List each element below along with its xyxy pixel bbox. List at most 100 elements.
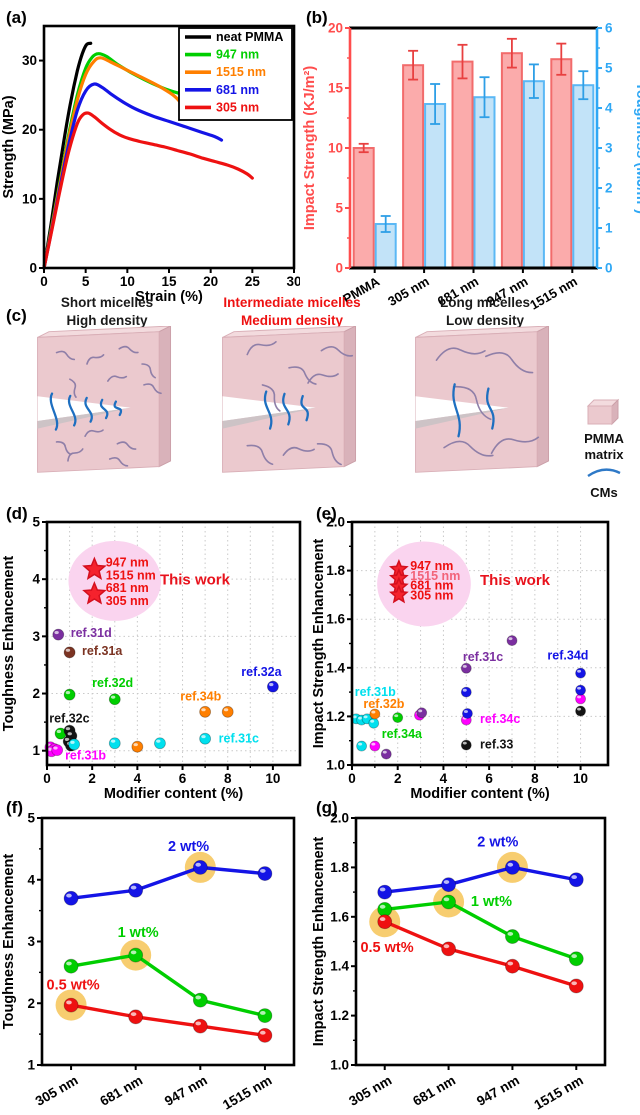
panel-d: (d) 947 nm 1515 nm 681 nm 305 nm This work re… (0, 482, 310, 816)
svg-text:1.0: 1.0 (330, 1058, 349, 1073)
ref-label: ref.34a (382, 727, 423, 741)
svg-text:2: 2 (32, 686, 40, 701)
legend-box (178, 27, 293, 121)
caption-line: Intermediate micelles (223, 295, 361, 310)
stress-strain-chart: neat PMMA 947 nm 1515 nm 681 nm 305 nm 0 5 10 15… (0, 0, 302, 317)
cm-bridge (67, 394, 77, 427)
micelle-line (320, 346, 354, 357)
svg-text:10: 10 (265, 771, 280, 786)
micelle-line (86, 354, 105, 365)
svg-text:8: 8 (531, 771, 539, 786)
svg-text:3: 3 (32, 629, 40, 644)
cm-bridge (452, 383, 461, 438)
pmma-matrix-icon (586, 398, 620, 426)
micelle-line (307, 373, 339, 384)
svg-text:0: 0 (40, 274, 48, 289)
impact-bar (451, 60, 474, 269)
ref-label: ref.32a (241, 665, 282, 679)
svg-text:1.4: 1.4 (326, 660, 345, 675)
micelle-caption-long: Long micelles Low density (385, 294, 585, 329)
svg-text:305 nm: 305 nm (216, 100, 259, 114)
this-work-star (388, 584, 409, 604)
svg-text:1515 nm: 1515 nm (106, 569, 156, 583)
svg-text:305 nm: 305 nm (410, 588, 453, 602)
svg-text:1515 nm: 1515 nm (531, 1073, 585, 1113)
svg-text:6: 6 (485, 771, 493, 786)
series-line-2-wt% (383, 865, 578, 894)
svg-text:4: 4 (440, 771, 448, 786)
svg-text:1.2: 1.2 (326, 709, 345, 724)
panel-a: (a) neat PMMA 947 nm 1515 nm 681 nm 305 nm 0 5… (0, 0, 302, 312)
this-work-ellipse (377, 541, 471, 627)
cm-bridge (49, 392, 59, 431)
svg-text:5: 5 (605, 61, 613, 76)
this-work-star (82, 556, 107, 580)
svg-text:6: 6 (605, 21, 613, 36)
panel-b-label: (b) (306, 8, 328, 27)
micelle-block-svg (37, 325, 172, 473)
panel-a-label: (a) (6, 8, 27, 27)
svg-text:1.6: 1.6 (326, 612, 345, 627)
chart-f-svg: 2 wt% 1 wt% 0.5 wt% 305 nm 681 nm 947 nm 1515 … (1, 811, 296, 1113)
micelle-line (107, 375, 128, 382)
svg-text:Strength (MPa): Strength (MPa) (1, 95, 17, 198)
micelle-line (316, 442, 342, 466)
impact-bar (402, 64, 425, 269)
series-label: 1 wt% (471, 894, 512, 910)
svg-text:947 nm: 947 nm (410, 559, 453, 573)
series-label: 2 wt% (168, 839, 209, 855)
svg-text:Toughness Enhancement: Toughness Enhancement (1, 854, 17, 1030)
svg-text:30: 30 (22, 53, 37, 68)
ref-label: ref.31d (71, 626, 112, 640)
curve-305-nm (42, 111, 254, 270)
schematic-legend: PMMA matrix CMs (572, 398, 636, 501)
svg-text:1.4: 1.4 (330, 959, 349, 974)
pmma-matrix-label2: matrix (584, 447, 624, 463)
micelle-line (116, 441, 137, 450)
svg-text:947 nm: 947 nm (162, 1073, 210, 1109)
svg-text:681 nm: 681 nm (410, 579, 453, 593)
micelle-block-svg (415, 325, 550, 473)
svg-text:10: 10 (120, 274, 135, 289)
series-label: 0.5 wt% (360, 940, 413, 956)
svg-text:1.0: 1.0 (326, 758, 345, 773)
toughness-bar (572, 84, 595, 269)
micelle-caption-intermediate: Intermediate micelles Medium density (192, 294, 392, 329)
svg-text:25: 25 (245, 274, 261, 289)
ref-label: ref.31b (65, 748, 106, 762)
svg-text:305 nm: 305 nm (346, 1073, 394, 1109)
svg-text:0: 0 (348, 771, 356, 786)
svg-text:1.2: 1.2 (330, 1008, 349, 1023)
this-work-label: This work (480, 572, 551, 589)
this-work-star (82, 581, 107, 605)
panel-e: (e) 947 nm 1515 nm 681 nm 305 nm This work re… (310, 482, 640, 816)
svg-text:4: 4 (32, 572, 40, 587)
svg-text:4: 4 (605, 101, 613, 116)
svg-text:15: 15 (328, 81, 344, 96)
svg-text:Impact Strength (KJ/m²): Impact Strength (KJ/m²) (302, 66, 318, 231)
svg-text:1515 nm: 1515 nm (220, 1073, 274, 1113)
cracked-block-intermediate-micelles (205, 325, 375, 483)
cm-bridge (282, 392, 291, 426)
micelle-line (246, 444, 274, 466)
cm-bridge (486, 387, 495, 430)
caption-line: Long micelles (439, 295, 531, 310)
series-label: 2 wt% (477, 834, 518, 850)
cracked-block-short-micelles (20, 325, 190, 483)
svg-text:305 nm: 305 nm (106, 594, 149, 608)
ref-label: ref.32b (363, 697, 404, 711)
ref-label: ref.34d (547, 649, 588, 663)
svg-text:2.0: 2.0 (326, 515, 345, 530)
toughness-bar (522, 80, 545, 269)
svg-text:947 nm: 947 nm (106, 556, 149, 570)
panel-f-label: (f) (6, 798, 23, 817)
svg-text:Impact Strength Enhancement: Impact Strength Enhancement (311, 837, 327, 1047)
micelle-line (452, 385, 492, 421)
svg-text:1515 nm: 1515 nm (216, 65, 266, 79)
svg-text:5: 5 (32, 515, 40, 530)
panel-g: (g) 2 wt% 1 wt% 0.5 wt% 305 nm 681 nm 947 nm 1… (310, 772, 640, 1115)
svg-text:0: 0 (605, 261, 613, 276)
